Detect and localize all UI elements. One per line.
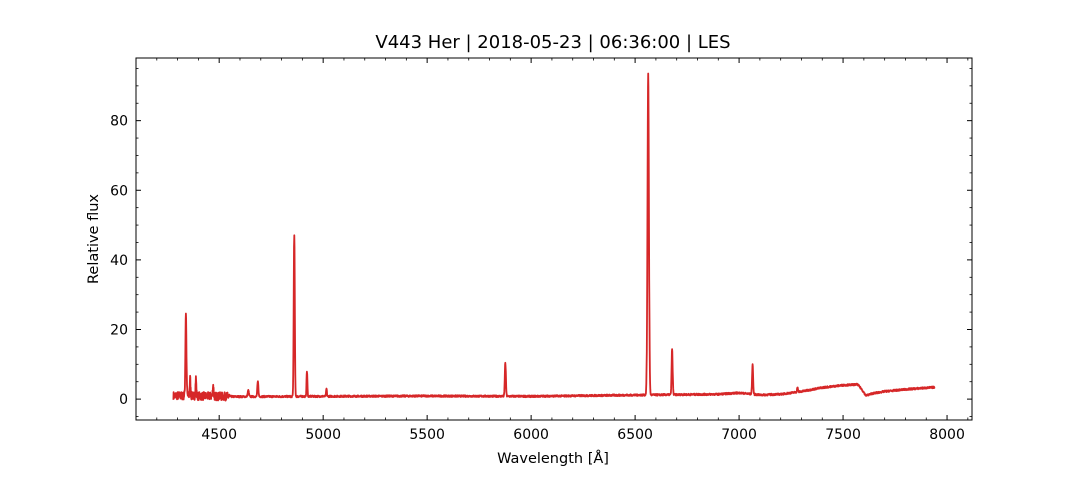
chart-title: V443 Her | 2018-05-23 | 06:36:00 | LES	[375, 32, 730, 53]
x-tick-label: 4500	[201, 427, 237, 443]
x-tick-label: 6500	[617, 427, 653, 443]
x-tick-label: 7000	[721, 427, 757, 443]
y-tick-label: 60	[110, 183, 128, 199]
plot-frame	[135, 57, 973, 421]
y-tick-label: 80	[110, 114, 128, 130]
y-tick-label: 40	[110, 253, 128, 269]
x-tick-label: 5000	[305, 427, 341, 443]
x-tick-label: 5500	[409, 427, 445, 443]
x-tick-label: 6000	[513, 427, 549, 443]
y-axis: 0 20 40 60 80	[110, 68, 972, 417]
spectrum-line	[172, 72, 936, 402]
plot-area	[172, 72, 936, 402]
x-axis-label: Wavelength [Å]	[497, 450, 609, 467]
y-axis-label: Relative flux	[86, 194, 102, 284]
y-tick-label: 0	[119, 392, 128, 408]
x-tick-label: 8000	[929, 427, 965, 443]
x-tick-label: 7500	[825, 427, 861, 443]
y-tick-label: 20	[110, 323, 128, 339]
x-axis: 4500 5000 5500 6000 6500 7000 7500 8000	[135, 58, 969, 443]
